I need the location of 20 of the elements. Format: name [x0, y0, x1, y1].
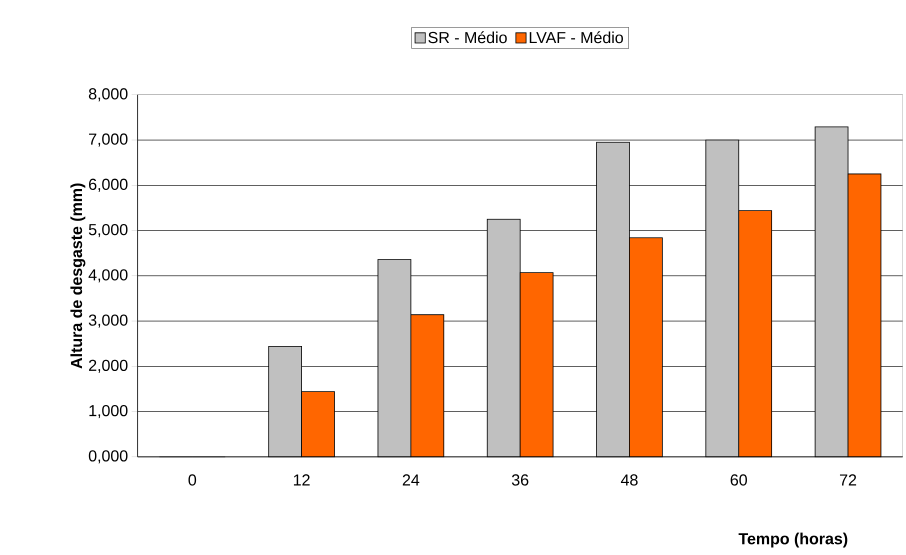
x-tick-label: 48: [620, 474, 638, 486]
y-tick-label: 5,000: [88, 224, 128, 238]
y-axis-title: Altura de desgaste (mm): [70, 184, 86, 369]
x-tick-label: 24: [402, 474, 420, 486]
y-tick-label: 0,000: [88, 450, 128, 464]
y-tick-label: 7,000: [89, 134, 128, 147]
y-tick-label: 8,000: [88, 88, 128, 102]
x-tick-label: 60: [730, 474, 747, 486]
legend-label: LVAF - Médio: [530, 32, 623, 44]
x-tick-label: 36: [512, 474, 528, 486]
x-tick-label: 72: [840, 474, 856, 486]
y-tick-label: 3,000: [88, 314, 128, 328]
y-tick-label: 4,000: [88, 269, 128, 283]
y-tick-label: 6,000: [89, 178, 128, 192]
x-tick-label: 12: [294, 474, 310, 486]
y-tick-label: 1,000: [89, 405, 128, 418]
y-tick-label: 2,000: [89, 360, 128, 374]
x-axis-title: Tempo (horas): [738, 532, 848, 548]
legend-label: SR - Médio: [428, 32, 507, 44]
x-tick-label: 0: [188, 474, 196, 486]
